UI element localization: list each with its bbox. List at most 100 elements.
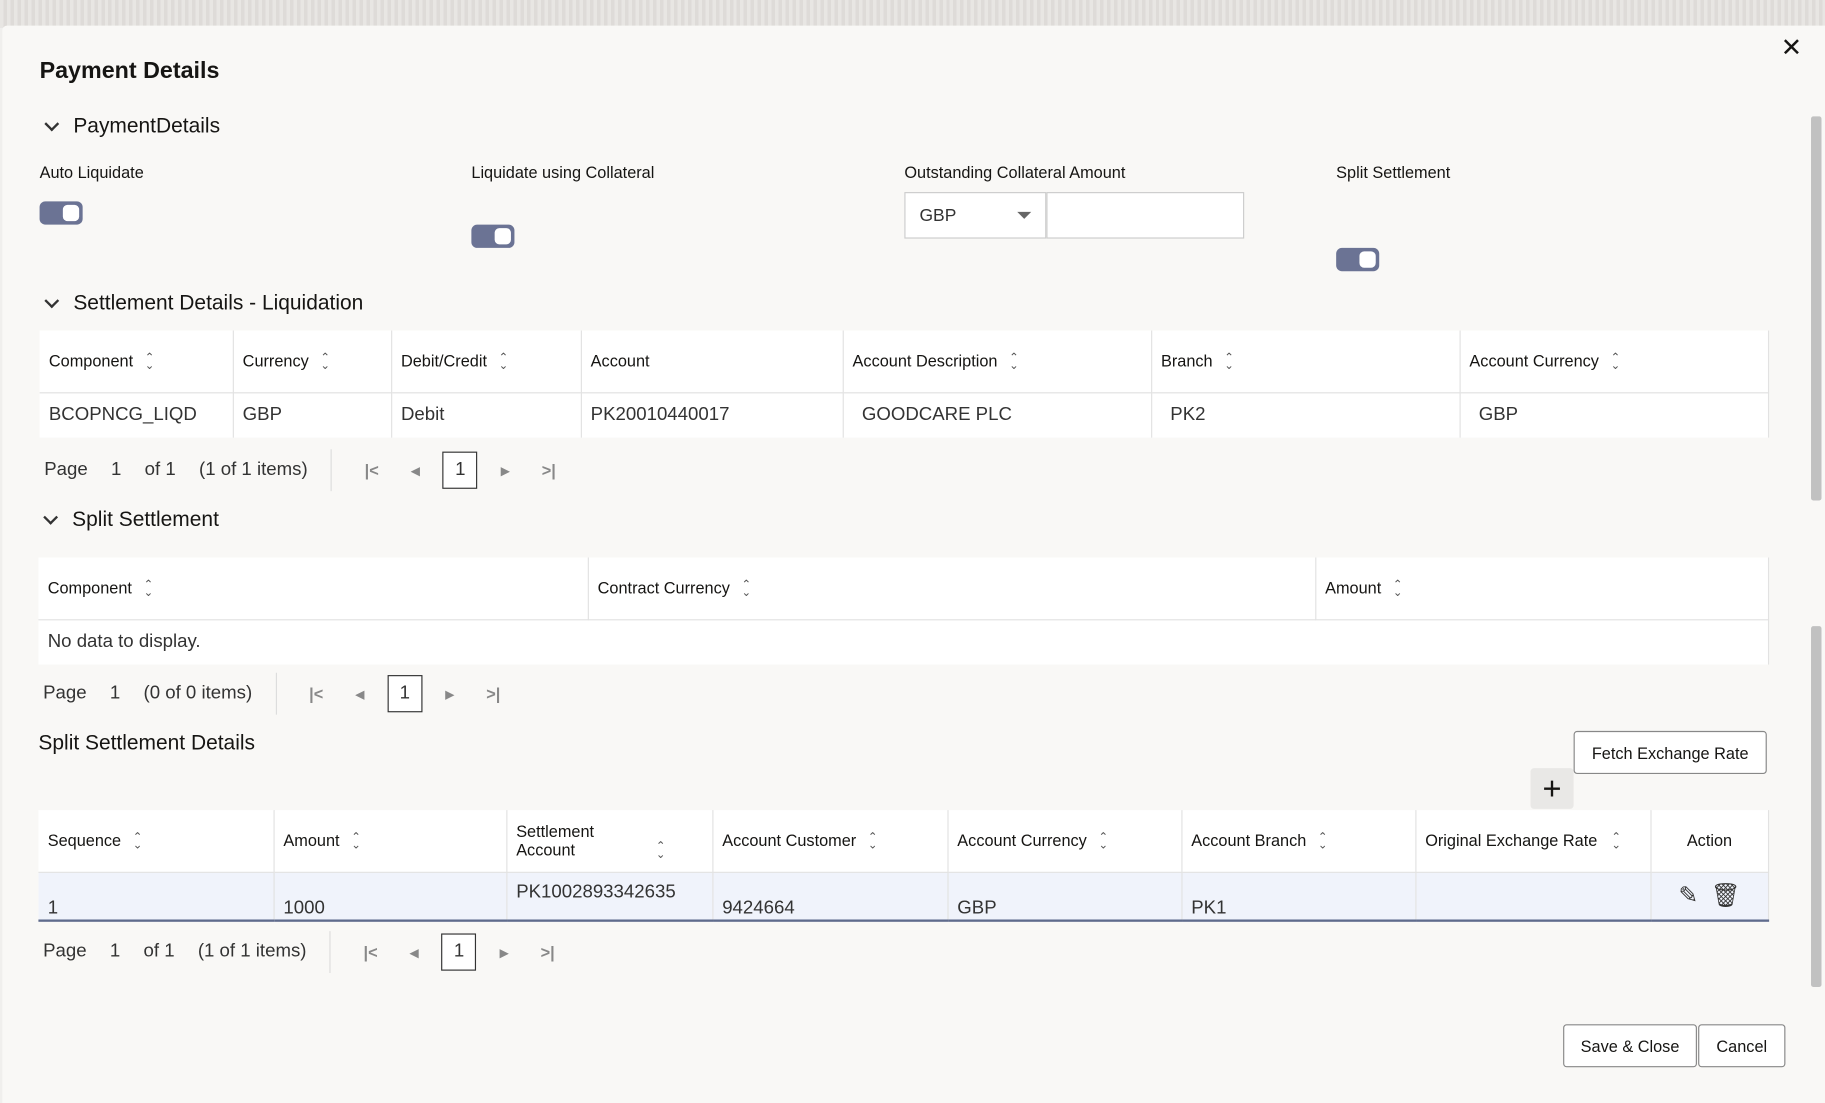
table-row[interactable]: 1 1000 PK1002893342635 9424664 GBP PK1 ✎… bbox=[38, 871, 1770, 922]
col-debit-credit[interactable]: Debit/Credit ⌃ ⌄ bbox=[391, 330, 582, 393]
section-liquidation[interactable]: Settlement Details - Liquidation bbox=[42, 291, 363, 315]
cell: GBP bbox=[232, 392, 392, 438]
last-page-icon[interactable]: >| bbox=[540, 942, 555, 962]
collateral-amount-input[interactable] bbox=[1046, 192, 1245, 239]
sort-icon: ⌃ ⌄ bbox=[351, 831, 361, 853]
next-page-icon[interactable]: ▸ bbox=[499, 942, 509, 961]
sort-icon: ⌃ ⌄ bbox=[1611, 831, 1622, 853]
current-page[interactable]: 1 bbox=[442, 451, 478, 489]
scrollbar-thumb-secondary[interactable] bbox=[1811, 626, 1822, 987]
background-strip bbox=[0, 0, 1825, 28]
chevron-down-icon bbox=[44, 293, 60, 309]
sort-icon: ⌃ ⌄ bbox=[1317, 831, 1328, 853]
cell: 1 bbox=[38, 871, 275, 922]
sort-icon: ⌃ ⌄ bbox=[655, 840, 666, 862]
split-settlement-toggle[interactable] bbox=[1336, 247, 1380, 272]
sort-icon: ⌃ ⌄ bbox=[1224, 351, 1235, 373]
cell: GBP bbox=[1459, 392, 1770, 438]
col-account-description[interactable]: Account Description ⌃ ⌄ bbox=[842, 330, 1152, 393]
col-contract-currency[interactable]: Contract Currency ⌃ ⌄ bbox=[587, 557, 1316, 620]
prev-page-icon[interactable]: ◂ bbox=[355, 683, 365, 703]
sort-icon: ⌃ ⌄ bbox=[498, 351, 509, 373]
col-original-exchange-rate[interactable]: Original Exchange Rate ⌃ ⌄ bbox=[1415, 810, 1651, 873]
edit-icon[interactable]: ✎ bbox=[1678, 883, 1698, 910]
cell bbox=[1415, 871, 1651, 922]
dialog-title: Payment Details bbox=[39, 58, 220, 84]
cancel-button[interactable]: Cancel bbox=[1698, 1024, 1786, 1068]
cell: 9424664 bbox=[712, 871, 948, 922]
close-icon[interactable]: ✕ bbox=[1780, 32, 1803, 62]
item-count: (0 of 0 items) bbox=[143, 683, 253, 703]
col-component[interactable]: Component ⌃ ⌄ bbox=[38, 557, 589, 620]
first-page-icon[interactable]: |< bbox=[364, 460, 379, 480]
delete-icon[interactable]: 🗑 bbox=[1710, 883, 1741, 910]
cell: PK20010440017 bbox=[580, 392, 844, 438]
currency-select[interactable]: GBP bbox=[904, 192, 1047, 239]
split-details-table: Sequence ⌃ ⌄ Amount ⌃ ⌄ Settlement Account ⌃ ⌄… bbox=[38, 810, 1770, 922]
scrollbar[interactable] bbox=[1809, 105, 1823, 1001]
split-details-pager: Page 1 of 1 (1 of 1 items) |< ◂ 1 ▸ >| bbox=[43, 931, 571, 974]
cell: GOODCARE PLC bbox=[842, 392, 1152, 438]
item-count: (1 of 1 items) bbox=[197, 941, 307, 962]
col-account-customer[interactable]: Account Customer ⌃ ⌄ bbox=[712, 810, 948, 873]
cell: GBP bbox=[947, 871, 1182, 922]
liquidation-table: Component ⌃ ⌄ Currency ⌃ ⌄ Debit/Credit ⌃ ⌄ Ac… bbox=[39, 330, 1770, 438]
save-close-button[interactable]: Save & Close bbox=[1563, 1024, 1697, 1068]
cell: PK2 bbox=[1151, 392, 1461, 438]
col-account-branch[interactable]: Account Branch ⌃ ⌄ bbox=[1181, 810, 1416, 873]
prev-page-icon[interactable]: ◂ bbox=[411, 460, 420, 479]
cell: Debit bbox=[391, 392, 582, 438]
liquidate-collateral-toggle[interactable] bbox=[471, 224, 515, 248]
outstanding-collateral-label: Outstanding Collateral Amount bbox=[904, 162, 1126, 182]
page-number[interactable]: 1 bbox=[111, 459, 122, 480]
next-page-icon[interactable]: ▸ bbox=[445, 683, 454, 703]
section-split-settlement[interactable]: Split Settlement bbox=[41, 507, 219, 531]
page-label: Page bbox=[43, 683, 87, 703]
page-of: of 1 bbox=[143, 941, 175, 962]
section-payment-details[interactable]: PaymentDetails bbox=[42, 114, 220, 138]
sort-icon: ⌃ ⌄ bbox=[1610, 351, 1621, 373]
last-page-icon[interactable]: >| bbox=[486, 684, 501, 703]
table-row[interactable]: BCOPNCG_LIQD GBP Debit PK20010440017 GOO… bbox=[39, 392, 1770, 438]
currency-value: GBP bbox=[919, 206, 957, 226]
page-label: Page bbox=[44, 459, 88, 480]
page-number[interactable]: 1 bbox=[109, 683, 121, 703]
add-icon[interactable]: + bbox=[1530, 768, 1574, 809]
chevron-down-icon bbox=[43, 509, 59, 525]
next-page-icon[interactable]: ▸ bbox=[501, 460, 510, 479]
sort-icon: ⌃ ⌄ bbox=[144, 351, 155, 373]
col-account-currency[interactable]: Account Currency ⌃ ⌄ bbox=[947, 810, 1182, 873]
split-pager: Page 1 (0 of 0 items) |< ◂ 1 ▸ >| bbox=[43, 672, 517, 715]
empty-message: No data to display. bbox=[38, 619, 1770, 665]
col-account-currency[interactable]: Account Currency ⌃ ⌄ bbox=[1459, 330, 1770, 393]
scrollbar-thumb[interactable] bbox=[1811, 116, 1822, 501]
current-page[interactable]: 1 bbox=[387, 675, 423, 713]
split-settlement-table: Component ⌃ ⌄ Contract Currency ⌃ ⌄ Amount ⌃ ⌄… bbox=[38, 557, 1770, 665]
liquidate-collateral-label: Liquidate using Collateral bbox=[471, 162, 655, 182]
first-page-icon[interactable]: |< bbox=[363, 942, 378, 962]
page-number[interactable]: 1 bbox=[109, 941, 121, 962]
col-currency[interactable]: Currency ⌃ ⌄ bbox=[232, 330, 392, 393]
col-amount[interactable]: Amount ⌃ ⌄ bbox=[1315, 557, 1770, 620]
col-sequence[interactable]: Sequence ⌃ ⌄ bbox=[38, 810, 275, 873]
current-page[interactable]: 1 bbox=[441, 933, 477, 971]
auto-liquidate-label: Auto Liquidate bbox=[39, 162, 144, 182]
col-amount[interactable]: Amount ⌃ ⌄ bbox=[273, 810, 507, 873]
cell: PK1 bbox=[1181, 871, 1416, 922]
first-page-icon[interactable]: |< bbox=[309, 684, 324, 703]
sort-icon: ⌃ ⌄ bbox=[1392, 578, 1403, 600]
last-page-icon[interactable]: >| bbox=[541, 460, 556, 480]
prev-page-icon[interactable]: ◂ bbox=[410, 942, 419, 961]
sort-icon: ⌃ ⌄ bbox=[1098, 831, 1109, 853]
col-branch[interactable]: Branch ⌃ ⌄ bbox=[1151, 330, 1461, 393]
sort-icon: ⌃ ⌄ bbox=[132, 831, 143, 853]
auto-liquidate-toggle[interactable] bbox=[39, 201, 83, 225]
split-details-title: Split Settlement Details bbox=[38, 730, 256, 755]
fetch-exchange-rate-button[interactable]: Fetch Exchange Rate bbox=[1573, 730, 1767, 774]
page-of: of 1 bbox=[144, 459, 176, 480]
section-label: Split Settlement bbox=[72, 507, 219, 531]
col-component[interactable]: Component ⌃ ⌄ bbox=[39, 330, 234, 393]
col-account[interactable]: Account bbox=[580, 330, 844, 393]
payment-details-dialog: Payment Details ✕ PaymentDetails Auto Li… bbox=[2, 25, 1825, 1103]
col-settlement-account[interactable]: Settlement Account ⌃ ⌄ bbox=[506, 810, 713, 873]
